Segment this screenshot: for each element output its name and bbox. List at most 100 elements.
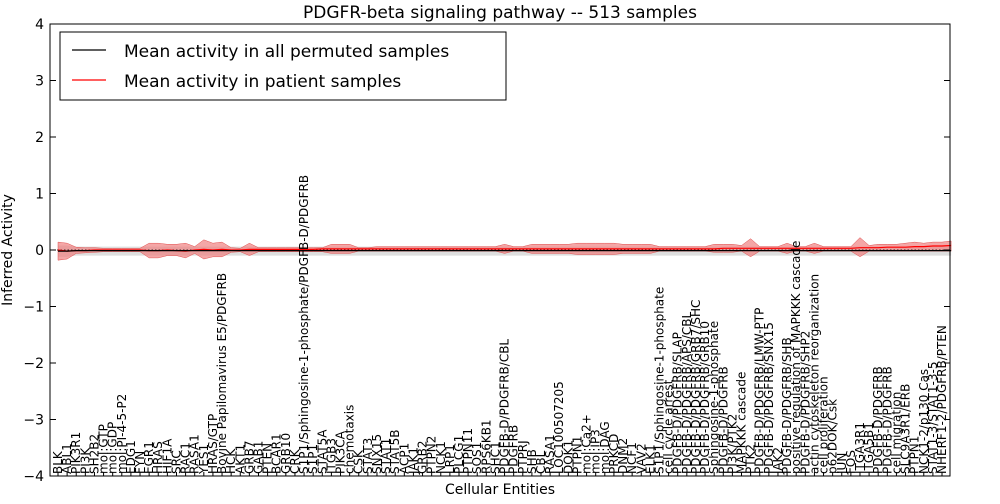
x-tick-label: PDGFB-D/PDGFRB/SHB bbox=[780, 337, 794, 474]
x-tick-label: PTK2 bbox=[744, 444, 758, 474]
x-tick-label: PTPN2 bbox=[425, 436, 439, 474]
x-tick-label: PDGFB-D/PDGFRB bbox=[880, 366, 894, 474]
y-tick-label: −2 bbox=[23, 356, 44, 372]
y-tick-label: −4 bbox=[23, 469, 44, 485]
x-tick-label: PIK3R1 bbox=[69, 432, 83, 474]
x-tick-label: PTPRJ bbox=[516, 440, 530, 474]
x-tick-label: RASA1 bbox=[543, 434, 557, 474]
x-tick-label: DOK1 bbox=[561, 440, 575, 474]
x-tick-label: PI3K bbox=[78, 447, 92, 474]
x-tick-label: DNM2 bbox=[616, 438, 630, 474]
y-ticks: 4 3 2 1 0 −1 −2 −3 −4 bbox=[23, 17, 950, 485]
x-tick-label: PDGFB-D/PDGFRB/SNX15 bbox=[762, 322, 776, 474]
x-tick-label: NHERF1-2/PDGFRB/PTEN bbox=[935, 325, 949, 474]
x-tick-label: cell migration bbox=[889, 392, 903, 474]
patient-mean-line bbox=[57, 244, 952, 252]
legend-label-patient: Mean activity in patient samples bbox=[124, 72, 401, 92]
x-tick-label: LRP1 bbox=[443, 444, 457, 474]
x-tick-label: GRB10 bbox=[279, 433, 293, 474]
x-tick-label: RASA1 bbox=[188, 434, 202, 474]
legend-box bbox=[59, 31, 507, 101]
x-tick-label: PTEN bbox=[261, 443, 275, 474]
x-tick-label: JUN bbox=[835, 453, 849, 475]
x-tick-label: STAT1 bbox=[379, 438, 393, 474]
x-tick-label: chemotaxis bbox=[343, 405, 357, 474]
y-tick-label: 3 bbox=[35, 74, 44, 90]
y-tick-label: 2 bbox=[35, 130, 44, 146]
x-tick-label: SHB bbox=[525, 449, 539, 474]
y-tick-label: 0 bbox=[35, 243, 44, 259]
x-tick-label: S1P1/Sphingosine-1-phosphate/PDGFB-D/PDG… bbox=[297, 175, 311, 474]
lines-layer bbox=[50, 244, 952, 252]
permuted-mean-line bbox=[58, 250, 952, 252]
x-tick-label: STAT5B bbox=[388, 430, 402, 475]
x-tick-label: CSK bbox=[352, 449, 366, 474]
x-tick-label: Sphingosine-1-phosphate bbox=[707, 321, 721, 474]
x-tick-label: PDGFB-D/PDGFRB/CBL bbox=[498, 339, 512, 474]
x-tick-label: CRK bbox=[288, 448, 302, 474]
x-tick-label: GRB7 bbox=[242, 440, 256, 474]
x-tick-label: ELK1 bbox=[643, 444, 657, 474]
x-tick-label: SLC9A3R1/ERB bbox=[899, 384, 913, 474]
x-tick-label: GRB2 bbox=[416, 440, 430, 474]
x-tick-label: S1P1/Sphingosine-1-phosphate bbox=[653, 287, 667, 474]
x-tick-label: RPS6KB1 bbox=[479, 419, 493, 474]
x-tick-label: ITGA3R1 bbox=[853, 422, 867, 474]
x-tick-label: PI3K/PTK2 bbox=[725, 414, 739, 474]
x-tick-label: mol:GDP bbox=[106, 422, 120, 474]
x-tick-label: BLK bbox=[51, 450, 65, 474]
x-tick-label: PRKCD bbox=[607, 434, 621, 474]
x-tick-label: PDGFB-D/PDGFRB/SLAP bbox=[671, 332, 685, 474]
x-tick-label: VAV2 bbox=[634, 443, 648, 474]
y-tick-label: −3 bbox=[23, 413, 44, 429]
x-tick-label: FOS bbox=[844, 450, 858, 474]
x-tick-label: mol:Ca2+ bbox=[580, 414, 594, 474]
x-tick-label: NCK1 bbox=[434, 441, 448, 474]
x-tick-label: PDGFB-D/PDGFRB/LMW-PTP bbox=[753, 308, 767, 474]
x-tick-labels: BLKABL1PIK3R1PI3KSH2B2mol:GTPmol:GDPmol:… bbox=[51, 175, 949, 476]
x-tick-label: JAK1 bbox=[406, 447, 420, 475]
x-tick-label: SNX15 bbox=[370, 434, 384, 474]
x-tick-label: PDGFB-D/PDGFRB/SHP2 bbox=[798, 331, 812, 474]
x-tick-label: AKT1 bbox=[233, 444, 247, 474]
x-tick-label: EGR1 bbox=[142, 441, 156, 474]
x-tick-label: S1P1 bbox=[306, 444, 320, 474]
x-tick-label: BCAR1 bbox=[270, 433, 284, 474]
x-tick-label: cell cycle arrest bbox=[662, 379, 676, 474]
x-tick-label: cell proliferation bbox=[817, 376, 831, 474]
x-tick-label: YES1 bbox=[197, 444, 211, 475]
x-tick-label: PDGFB-D/PDGFRB/GRB10 bbox=[698, 321, 712, 474]
x-tick-label: SH2B2 bbox=[88, 434, 102, 474]
x-tick-label: HCK bbox=[224, 448, 238, 474]
x-tick-label: mol:PI-4-5-P2 bbox=[115, 394, 129, 474]
x-tick-label: PTPN11 bbox=[461, 428, 475, 474]
x-tick-label: HIF1A bbox=[160, 438, 174, 474]
x-tick-label: Bovine Papilomavirus E5/PDGFRB bbox=[215, 273, 229, 474]
x-tick-label: SOS1 bbox=[470, 442, 484, 474]
x-tick-label: SRC bbox=[170, 450, 184, 474]
y-tick-label: 4 bbox=[35, 17, 44, 33]
x-tick-label: PTPN1 bbox=[571, 436, 585, 474]
x-tick-label: ABL1 bbox=[60, 443, 74, 474]
x-tick-label: PDGFB-D/PDGFRB bbox=[716, 366, 730, 474]
legend-label-permuted: Mean activity in all permuted samples bbox=[124, 42, 449, 62]
x-tick-label: NCK1-2/p130 Cas bbox=[917, 369, 931, 474]
x-tick-label: STAT5A bbox=[315, 429, 329, 474]
x-tick-label: HRAS bbox=[151, 441, 165, 474]
legend: Mean activity in all permuted samples Me… bbox=[59, 31, 507, 101]
x-tick-label: SHC1 bbox=[488, 441, 502, 474]
x-tick-label: mol:DAG bbox=[598, 421, 612, 474]
x-tick-label: EDG1 bbox=[124, 440, 138, 474]
x-tick-label: ITGB3 bbox=[324, 438, 338, 474]
x-tick-label: GAB1 bbox=[252, 441, 266, 474]
x-tick-label: JAK2 bbox=[771, 447, 785, 475]
x-tick-label: LOC100507205 bbox=[552, 381, 566, 474]
x-tick-label: p62DOK/Csk bbox=[826, 399, 840, 474]
x-tick-label: PTPN1 bbox=[908, 436, 922, 474]
x-tick-label: actin cytoskeleton reorganization bbox=[807, 274, 821, 474]
x-tick-label: CBL bbox=[534, 450, 548, 474]
chart-title: PDGFR-beta signaling pathway -- 513 samp… bbox=[303, 3, 697, 23]
x-tick-label: PDGFB-D/PDGFRB/GRB7/SHC bbox=[689, 300, 703, 474]
